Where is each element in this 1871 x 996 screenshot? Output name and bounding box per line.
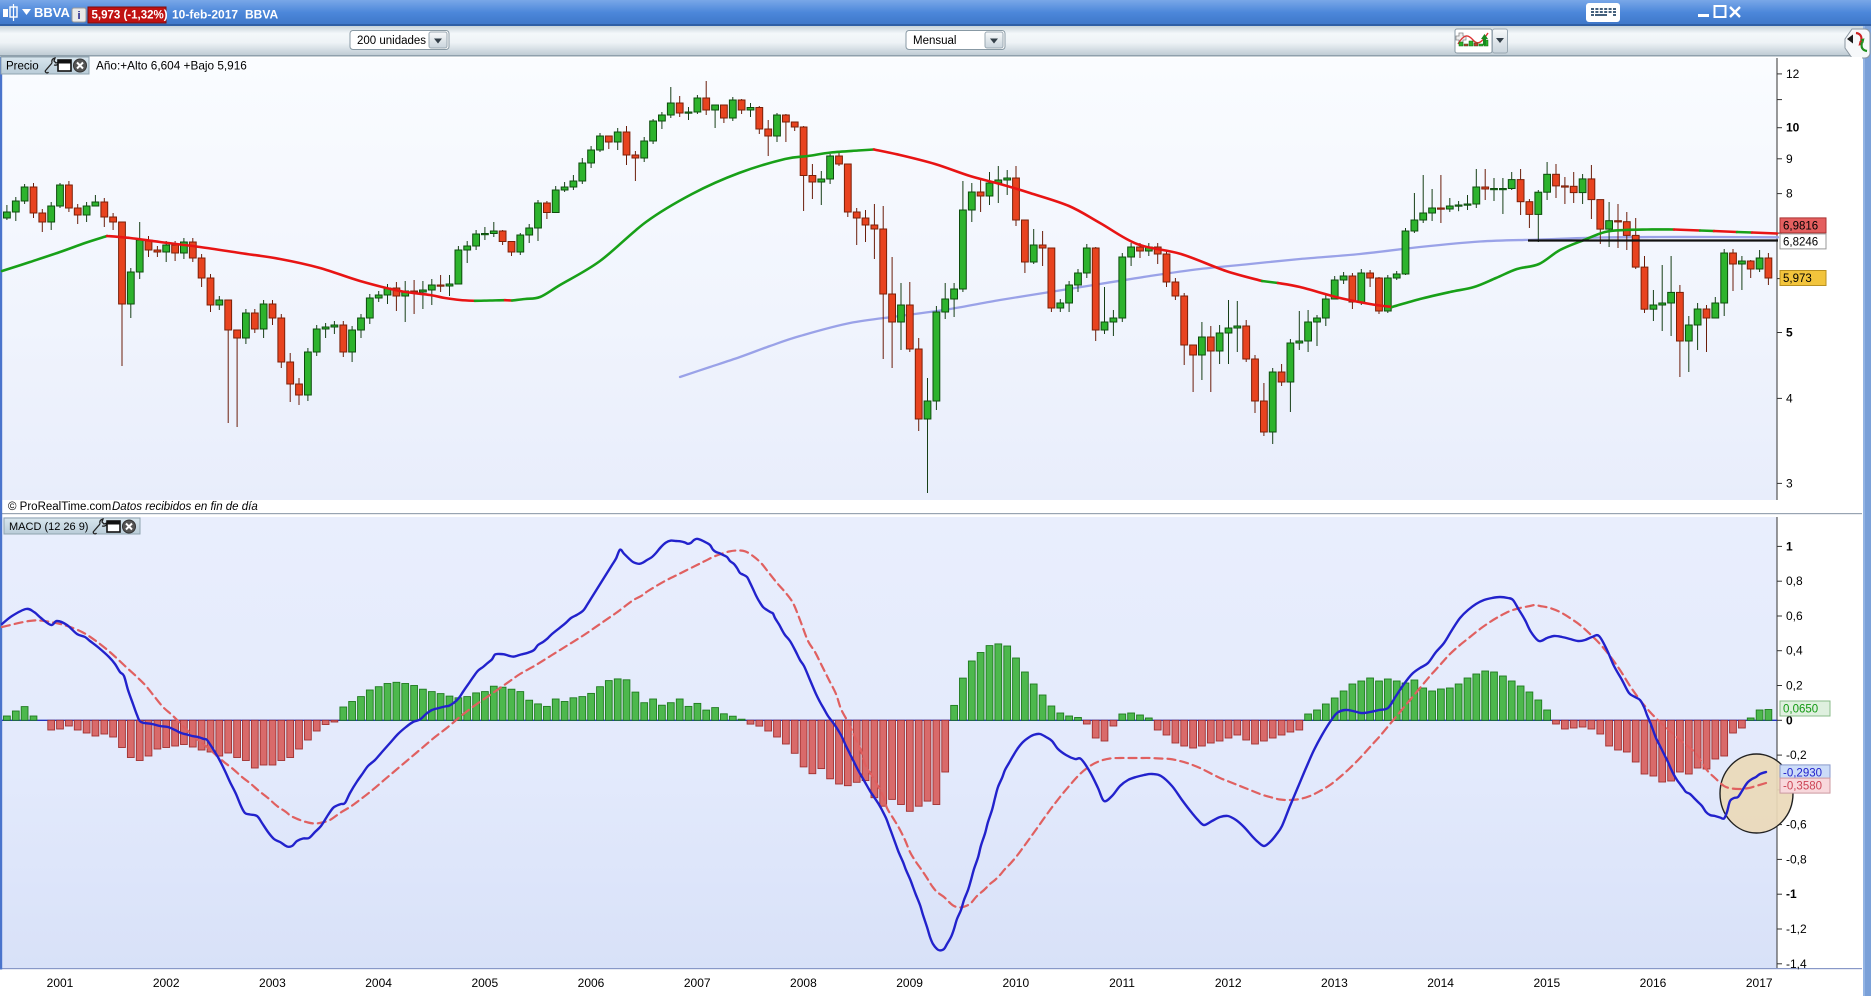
svg-text:0: 0 bbox=[1786, 713, 1793, 727]
svg-text:-1,2: -1,2 bbox=[1786, 922, 1807, 936]
svg-text:0,6: 0,6 bbox=[1786, 609, 1803, 623]
svg-text:BBVA: BBVA bbox=[34, 5, 70, 20]
svg-text:1: 1 bbox=[1786, 539, 1793, 553]
svg-text:2006: 2006 bbox=[578, 976, 605, 990]
svg-text:2009: 2009 bbox=[896, 976, 923, 990]
svg-text:Mensual: Mensual bbox=[913, 35, 956, 47]
svg-text:0,2: 0,2 bbox=[1786, 679, 1803, 693]
svg-text:10-feb-2017: 10-feb-2017 bbox=[172, 8, 238, 22]
svg-text:0,4: 0,4 bbox=[1786, 644, 1803, 658]
svg-text:Datos recibidos en fin de día: Datos recibidos en fin de día bbox=[112, 501, 258, 513]
svg-text:-0,6: -0,6 bbox=[1786, 818, 1807, 832]
svg-text:2011: 2011 bbox=[1109, 976, 1135, 990]
svg-text:Año:+Alto 6,604 +Bajo 5,916: Año:+Alto 6,604 +Bajo 5,916 bbox=[96, 59, 247, 73]
svg-text:2012: 2012 bbox=[1215, 976, 1242, 990]
svg-text:3: 3 bbox=[1786, 476, 1793, 490]
svg-text:2004: 2004 bbox=[365, 976, 392, 990]
svg-text:-0,3580: -0,3580 bbox=[1783, 781, 1822, 793]
svg-text:2010: 2010 bbox=[1002, 976, 1029, 990]
svg-text:2013: 2013 bbox=[1321, 976, 1348, 990]
svg-text:2014: 2014 bbox=[1427, 976, 1454, 990]
svg-text:2005: 2005 bbox=[471, 976, 498, 990]
svg-text:MACD (12 26 9): MACD (12 26 9) bbox=[9, 521, 88, 533]
svg-text:-1,4: -1,4 bbox=[1786, 957, 1807, 971]
svg-text:2015: 2015 bbox=[1533, 976, 1560, 990]
svg-text:2001: 2001 bbox=[47, 976, 74, 990]
svg-text:5,973 (-1,32%): 5,973 (-1,32%) bbox=[92, 10, 168, 22]
svg-text:9: 9 bbox=[1786, 152, 1793, 166]
svg-text:i: i bbox=[77, 10, 80, 22]
svg-text:6,8246: 6,8246 bbox=[1783, 236, 1818, 248]
svg-text:-0,2930: -0,2930 bbox=[1783, 767, 1822, 779]
svg-text:200 unidades: 200 unidades bbox=[357, 35, 426, 47]
svg-text:10: 10 bbox=[1786, 121, 1800, 135]
svg-text:5,973: 5,973 bbox=[1783, 273, 1812, 285]
svg-text:2008: 2008 bbox=[790, 976, 817, 990]
svg-text:2002: 2002 bbox=[153, 976, 180, 990]
svg-text:8: 8 bbox=[1786, 187, 1793, 201]
svg-text:6,9816: 6,9816 bbox=[1783, 220, 1818, 232]
svg-text:-0,2: -0,2 bbox=[1786, 748, 1807, 762]
svg-text:0,8: 0,8 bbox=[1786, 574, 1803, 588]
svg-text:-1: -1 bbox=[1786, 887, 1797, 901]
svg-text:2007: 2007 bbox=[684, 976, 711, 990]
svg-text:2016: 2016 bbox=[1640, 976, 1667, 990]
svg-text:2003: 2003 bbox=[259, 976, 286, 990]
svg-text:BBVA: BBVA bbox=[245, 8, 278, 22]
svg-text:-0,8: -0,8 bbox=[1786, 852, 1807, 866]
svg-text:Precio: Precio bbox=[6, 61, 39, 73]
svg-text:2017: 2017 bbox=[1746, 976, 1773, 990]
svg-text:12: 12 bbox=[1786, 67, 1800, 81]
svg-text:© ProRealTime.com: © ProRealTime.com bbox=[8, 501, 111, 513]
svg-text:4: 4 bbox=[1786, 391, 1793, 405]
svg-text:0,0650: 0,0650 bbox=[1783, 704, 1818, 716]
svg-text:5: 5 bbox=[1786, 326, 1793, 340]
